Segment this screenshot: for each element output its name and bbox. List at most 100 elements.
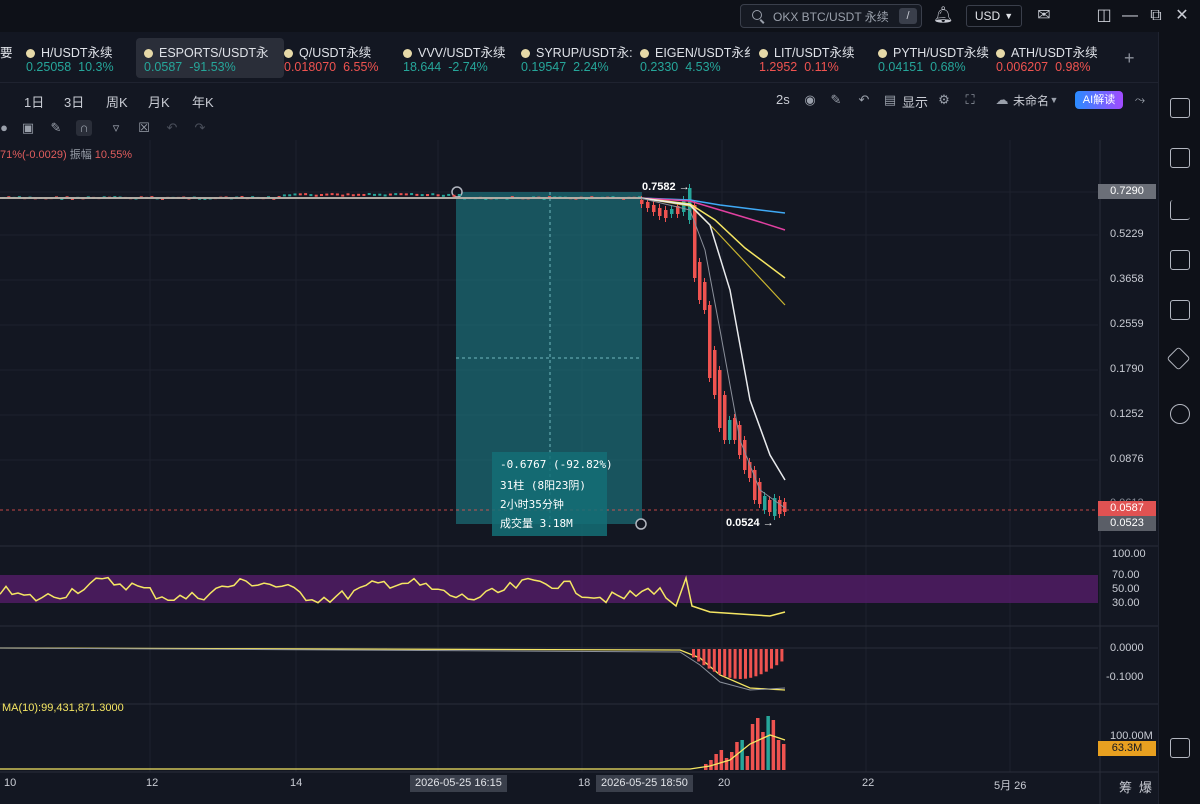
undo-icon[interactable]: ↶: [858, 92, 870, 107]
ticker-vvv[interactable]: VVV/USDT永续 18.644 -2.74%: [403, 38, 513, 78]
ticker-price: 0.19547: [521, 60, 567, 74]
interval-label[interactable]: 2s: [776, 92, 790, 107]
ticker-esports[interactable]: ESPORTS/USDT永 0.0587 -91.53%: [136, 38, 284, 78]
bell-icon[interactable]: 🔔︎: [933, 7, 954, 24]
candle: [693, 205, 697, 278]
candles: [2, 184, 787, 520]
ticker-name: PYTH/USDT永续: [878, 42, 989, 61]
ticker-syrup[interactable]: SYRUP/USDT永: 0.19547 2.24%: [521, 38, 633, 78]
liquidation-button[interactable]: 爆: [1139, 780, 1153, 795]
candle: [431, 193, 435, 196]
volume-bar: [714, 754, 718, 770]
candle: [713, 350, 717, 395]
share-icon[interactable]: ⤳: [1134, 92, 1146, 107]
tf-3d[interactable]: 3日: [64, 95, 85, 110]
edit-icon[interactable]: ✎: [50, 120, 62, 135]
dollar-icon[interactable]: [1170, 148, 1190, 168]
currency-select[interactable]: USD ▼: [966, 5, 1022, 27]
add-ticker-button[interactable]: +: [1124, 48, 1135, 68]
timeframe-toolbar: 1日 3日 周K 月K 年K 2s ◉ ✎ ↶ ▤ 显示 ⚙ ⛶ ☁ 未命名 ▼…: [0, 88, 1158, 112]
ticker-pyth[interactable]: PYTH/USDT永续 0.04151 0.68%: [878, 38, 989, 78]
redo-icon[interactable]: ↷: [194, 120, 206, 135]
candle: [640, 200, 644, 204]
minimize-icon[interactable]: —: [1122, 7, 1138, 24]
candle: [758, 482, 762, 504]
ai-interpret-button[interactable]: AI解读: [1075, 91, 1123, 109]
display-button[interactable]: 显示: [902, 95, 929, 110]
ticker-eigen[interactable]: EIGEN/USDT永纟 0.2330 4.53%: [640, 38, 756, 78]
mail-icon[interactable]: ✉: [1037, 7, 1051, 24]
restore-icon[interactable]: ⧉: [1150, 7, 1162, 24]
candle: [778, 500, 782, 514]
document-icon[interactable]: [1170, 98, 1190, 118]
hexagon-icon[interactable]: [1166, 346, 1191, 371]
lock-icon[interactable]: ▣: [21, 120, 35, 135]
candle: [351, 194, 355, 197]
volume-panel: [0, 716, 786, 770]
volume-bar: [750, 724, 755, 770]
candle: [346, 193, 350, 196]
search-box[interactable]: OKX BTC/USDT 永续 /: [740, 4, 922, 28]
price-tick: 0.0876: [1110, 453, 1144, 465]
ticker-ath[interactable]: ATH/USDT永续 0.006207 0.98%: [996, 38, 1106, 78]
tf-month[interactable]: 月K: [148, 95, 170, 110]
volume-bar: [782, 744, 786, 770]
ticker-name-text: SYRUP/USDT永:: [536, 46, 633, 60]
layout-icon[interactable]: ◫: [1096, 7, 1112, 24]
tf-week[interactable]: 周K: [106, 95, 128, 110]
settings-icon[interactable]: ⚙: [938, 92, 950, 107]
ticker-name: VVV/USDT永续: [403, 42, 506, 61]
ticker-h[interactable]: H/USDT永续 0.25058 10.3%: [26, 38, 136, 78]
ticker-name: ATH/USDT永续: [996, 42, 1098, 61]
candle: [728, 420, 732, 440]
macd-panel: [0, 647, 1098, 691]
eye-icon[interactable]: ●: [0, 120, 8, 135]
link-icon[interactable]: [1170, 404, 1190, 424]
ticker-partial[interactable]: 要: [0, 38, 13, 78]
coin-icon: [403, 49, 412, 58]
display-icon[interactable]: ▤: [883, 92, 897, 107]
cloud-icon[interactable]: ☁: [995, 92, 1009, 107]
monitor-icon[interactable]: [1170, 250, 1190, 270]
macd-histogram-bar: [697, 649, 701, 662]
close-icon[interactable]: ✕: [1175, 7, 1189, 24]
ticker-price: 0.006207: [996, 60, 1049, 74]
pencil-icon[interactable]: ✎: [830, 92, 842, 107]
chips-button[interactable]: 筹: [1119, 780, 1133, 795]
candle: [113, 196, 117, 199]
x-tick: 18: [578, 777, 591, 789]
ticker-name-text: PYTH/USDT永续: [893, 46, 989, 60]
cards-icon[interactable]: [1170, 300, 1190, 320]
candle: [542, 197, 546, 200]
rsi-tick: 50.00: [1112, 583, 1140, 595]
candle: [505, 197, 509, 200]
candle: [723, 395, 727, 440]
ticker-name-text: ESPORTS/USDT永: [159, 46, 269, 60]
tf-year[interactable]: 年K: [192, 95, 214, 110]
ticker-lit[interactable]: LIT/USDT永续 1.2952 0.11%: [759, 38, 869, 78]
ticker-q[interactable]: Q/USDT永续 0.018070 6.55%: [284, 38, 394, 78]
candle: [277, 196, 281, 199]
candle: [773, 498, 777, 516]
ticker-values: 0.2330 4.53%: [640, 60, 721, 74]
tf-1d[interactable]: 1日: [24, 95, 45, 110]
trash-icon[interactable]: ☒: [138, 120, 150, 135]
fullscreen-icon[interactable]: ⛶: [965, 92, 975, 107]
candle: [60, 197, 64, 200]
price-badge-current: 0.0587: [1098, 501, 1156, 516]
candle: [748, 462, 752, 478]
bottom-panel-icon[interactable]: [1170, 738, 1190, 758]
chart-canvas[interactable]: [0, 0, 1158, 804]
ticker-name-text: Q/USDT永续: [299, 46, 372, 60]
chevron-down-icon[interactable]: ▼: [1049, 95, 1059, 105]
trend-icon[interactable]: [1170, 200, 1190, 220]
undo-icon[interactable]: ↶: [166, 120, 178, 135]
magnet-icon[interactable]: ∩: [76, 120, 92, 136]
ticker-change: -2.74%: [448, 60, 488, 74]
filter-icon[interactable]: ▿: [112, 120, 120, 135]
ticker-values: 0.0587 -91.53%: [144, 60, 236, 74]
rsi-tick: 70.00: [1112, 569, 1140, 581]
layout-name[interactable]: 未命名: [1013, 94, 1050, 108]
camera-icon[interactable]: ◉: [804, 92, 816, 107]
ticker-name: H/USDT永续: [26, 42, 113, 61]
